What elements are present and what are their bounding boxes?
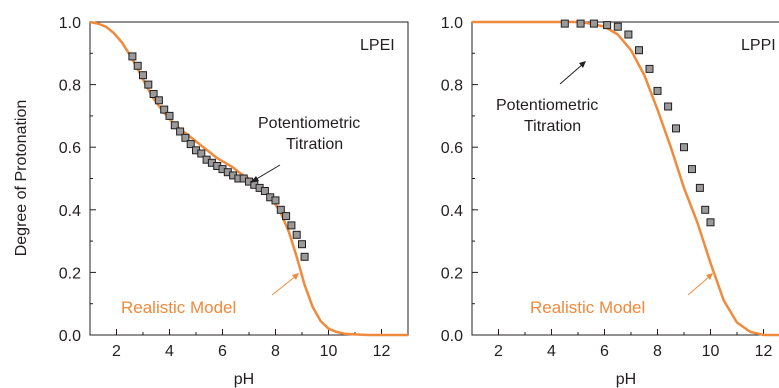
titration-data-point xyxy=(276,205,285,214)
y-tick-label: 0.4 xyxy=(441,203,463,220)
arrowhead-titration xyxy=(579,61,586,68)
titration-data-point xyxy=(181,133,190,142)
titration-data-point xyxy=(300,252,309,261)
x-tick-label: 2 xyxy=(494,343,503,360)
x-axis-title: pH xyxy=(616,371,636,388)
y-tick-label: 1.0 xyxy=(59,15,81,32)
titration-data-point xyxy=(260,187,269,195)
x-tick-label: 6 xyxy=(218,343,227,360)
titration-markers xyxy=(128,52,309,261)
titration-data-point xyxy=(688,165,696,174)
annotation-line: Titration xyxy=(524,118,581,135)
titration-data-point xyxy=(695,183,704,192)
titration-data-point xyxy=(613,22,622,31)
titration-data-point xyxy=(282,212,291,221)
tick-labels: 2 4 6 8 10 12 0.0 0.2 0.4 0.6 0.8 1.0 xyxy=(59,15,391,360)
plot-frame xyxy=(471,21,779,336)
panel-label: LPEI xyxy=(360,37,395,54)
titration-data-point xyxy=(672,124,680,133)
annotation-model: Realistic Model xyxy=(121,298,236,317)
x-tick-label: 6 xyxy=(600,343,609,360)
titration-data-point xyxy=(197,149,206,158)
titration-data-point xyxy=(139,71,147,80)
y-tick-label: 0.0 xyxy=(59,328,81,345)
y-tick-label: 0.2 xyxy=(441,265,463,282)
y-tick-label: 0.8 xyxy=(441,78,463,95)
annotation-line: Titration xyxy=(286,136,343,153)
titration-data-point xyxy=(680,143,688,152)
annotation-arrow-titration xyxy=(559,63,584,85)
titration-data-point xyxy=(576,19,585,28)
annotation-line: Potentiometric xyxy=(496,97,598,114)
titration-data-point xyxy=(186,140,195,149)
x-tick-label: 2 xyxy=(112,343,121,360)
x-tick-label: 10 xyxy=(702,343,720,360)
titration-data-point xyxy=(292,230,301,239)
y-tick-label: 0.6 xyxy=(59,140,81,157)
annotation-titration: Potentiometric Titration xyxy=(496,97,598,135)
axis-ticks xyxy=(471,21,764,336)
titration-data-point xyxy=(701,205,710,214)
y-tick-label: 0.6 xyxy=(441,140,463,157)
annotation-line: Potentiometric xyxy=(258,115,360,132)
annotation-model: Realistic Model xyxy=(530,298,645,317)
titration-data-point xyxy=(664,102,673,111)
x-tick-label: 12 xyxy=(373,343,391,360)
titration-data-point xyxy=(160,105,169,114)
chart-panel-lpei: 2 4 6 8 10 12 0.0 0.2 0.4 0.6 0.8 1.0 LPEI Potentio… xyxy=(13,15,409,388)
titration-data-point xyxy=(144,80,153,89)
x-tick-label: 8 xyxy=(271,343,280,360)
x-tick-label: 12 xyxy=(755,343,773,360)
annotation-arrow-model xyxy=(687,275,711,296)
titration-data-point xyxy=(635,46,643,55)
titration-data-point xyxy=(128,52,137,61)
titration-data-point xyxy=(271,196,280,205)
titration-data-point xyxy=(133,61,142,70)
titration-data-point xyxy=(170,121,179,130)
arrowhead-model xyxy=(706,273,713,280)
x-tick-label: 4 xyxy=(165,343,174,360)
x-tick-label: 4 xyxy=(547,343,556,360)
titration-data-point xyxy=(560,19,569,28)
y-tick-label: 0.4 xyxy=(59,203,81,220)
titration-data-point xyxy=(624,30,633,39)
titration-data-point xyxy=(154,96,163,105)
titration-data-point xyxy=(603,21,612,30)
y-tick-label: 0.2 xyxy=(59,265,81,282)
arrowhead-model xyxy=(292,273,299,280)
panel-label: LPPI xyxy=(741,37,776,54)
tick-labels: 2 4 6 8 10 12 0.0 0.2 0.4 0.6 0.8 1.0 xyxy=(441,15,773,360)
y-tick-label: 1.0 xyxy=(441,15,463,32)
arrowhead-titration xyxy=(250,176,259,183)
titration-data-point xyxy=(706,218,715,227)
y-tick-label: 0.0 xyxy=(441,328,463,345)
x-tick-label: 8 xyxy=(653,343,662,360)
titration-data-point xyxy=(645,64,654,73)
annotation-arrow-model xyxy=(271,275,297,296)
titration-data-point xyxy=(287,221,296,230)
y-axis-title: Degree of Protonation xyxy=(13,100,30,257)
x-axis-title: pH xyxy=(234,371,254,388)
annotation-arrow-titration xyxy=(252,164,281,182)
titration-data-point xyxy=(298,240,306,249)
titration-data-point xyxy=(653,86,662,95)
annotation-titration: Potentiometric Titration xyxy=(258,115,360,153)
x-tick-label: 10 xyxy=(320,343,338,360)
chart-panel-lppi: 2 4 6 8 10 12 0.0 0.2 0.4 0.6 0.8 1.0 LPPI Potentio… xyxy=(441,15,779,388)
titration-data-point xyxy=(149,90,158,98)
titration-markers xyxy=(560,19,715,227)
titration-data-point xyxy=(165,111,174,120)
realistic-model-line xyxy=(472,20,779,337)
titration-data-point xyxy=(176,127,185,136)
titration-data-point xyxy=(589,19,598,28)
y-tick-label: 0.8 xyxy=(59,78,81,95)
